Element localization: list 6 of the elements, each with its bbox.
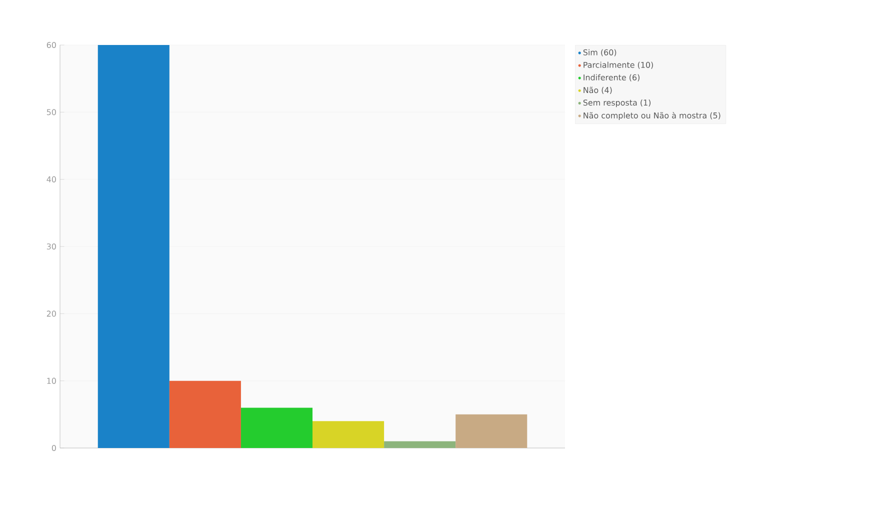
bar: [384, 441, 456, 448]
bar: [98, 45, 170, 448]
bar: [240, 408, 313, 448]
bar: [456, 414, 528, 448]
bar: [169, 380, 241, 448]
bar: [312, 421, 384, 448]
